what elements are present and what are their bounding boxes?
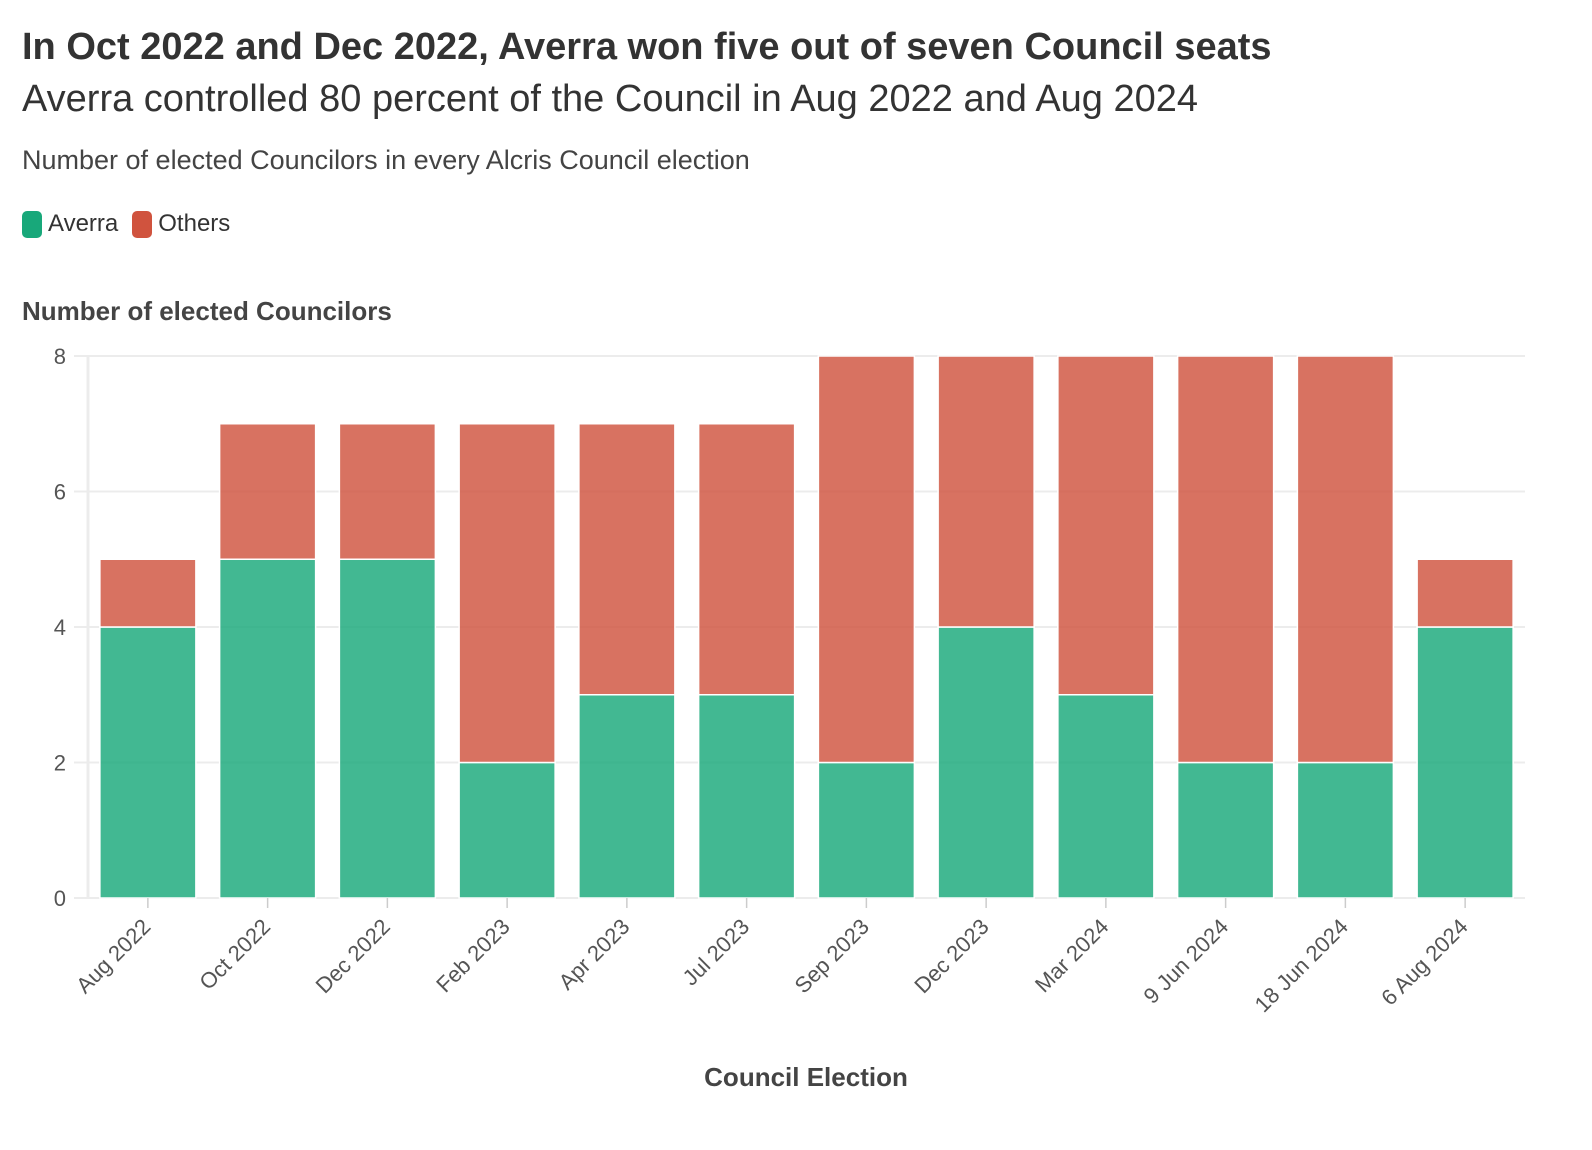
legend-label-averra: Averra xyxy=(48,210,119,237)
bar-others xyxy=(338,423,437,560)
y-tick-label: 6 xyxy=(54,480,66,505)
chart-subtitle: Averra controlled 80 percent of the Coun… xyxy=(22,78,1199,120)
y-tick-label: 2 xyxy=(54,751,66,776)
legend-item-averra: Averra xyxy=(22,210,118,238)
chart-description: Number of elected Councilors in every Al… xyxy=(22,145,750,175)
bar-averra xyxy=(1176,761,1275,899)
bar-averra xyxy=(937,626,1035,899)
bar-others xyxy=(937,355,1035,628)
bar-averra xyxy=(458,761,556,899)
bar-others xyxy=(458,423,556,764)
bar-others xyxy=(99,558,197,628)
x-tick-label: Sep 2023 xyxy=(790,914,874,998)
bar-averra xyxy=(697,694,796,899)
x-tick-label: 6 Aug 2024 xyxy=(1376,914,1472,1010)
bar-others xyxy=(697,423,796,696)
x-tick-label: Dec 2023 xyxy=(909,914,993,998)
bar-averra xyxy=(817,761,916,899)
bar-others xyxy=(1057,355,1155,696)
bar-averra xyxy=(1416,626,1514,899)
x-tick-label: Aug 2022 xyxy=(71,914,155,998)
bar-averra xyxy=(578,694,676,899)
x-tick-label: 9 Jun 2024 xyxy=(1138,914,1233,1009)
bar-averra xyxy=(99,626,197,899)
legend-swatch-averra xyxy=(22,210,42,238)
y-tick-label: 4 xyxy=(54,615,66,640)
x-tick-label: Jul 2023 xyxy=(678,914,755,991)
chart-title: In Oct 2022 and Dec 2022, Averra won fiv… xyxy=(22,26,1272,68)
bar-averra xyxy=(1057,694,1155,899)
bar-others xyxy=(817,355,916,764)
bar-others xyxy=(1176,355,1275,764)
bar-averra xyxy=(338,558,437,899)
bar-others xyxy=(1416,558,1514,628)
bar-others xyxy=(578,423,676,696)
x-tick-label: 18 Jun 2024 xyxy=(1250,914,1353,1017)
y-tick-label: 8 xyxy=(54,344,66,369)
legend-swatch-others xyxy=(132,210,153,238)
bar-averra xyxy=(218,558,317,899)
x-tick-label: Mar 2024 xyxy=(1030,914,1113,997)
y-axis-title: Number of elected Councilors xyxy=(22,296,392,326)
legend-label-others: Others xyxy=(158,210,231,237)
bar-others xyxy=(1296,355,1395,764)
x-axis-title: Council Election xyxy=(704,1062,908,1092)
bar-averra xyxy=(1296,761,1395,899)
y-tick-label: 0 xyxy=(54,886,66,911)
x-tick-label: Apr 2023 xyxy=(554,914,635,995)
legend: Averra Others xyxy=(22,210,230,238)
bar-others xyxy=(218,423,317,560)
x-tick-label: Feb 2023 xyxy=(431,914,514,997)
legend-item-others: Others xyxy=(132,210,230,238)
x-tick-label: Oct 2022 xyxy=(194,914,275,995)
x-tick-label: Dec 2022 xyxy=(311,914,395,998)
